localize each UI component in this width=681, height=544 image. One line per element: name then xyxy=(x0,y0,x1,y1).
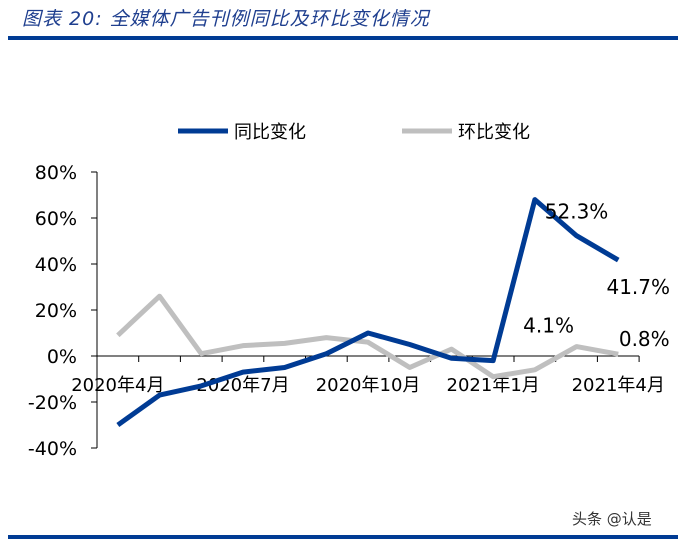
data-label: 0.8% xyxy=(619,327,670,351)
legend-label: 同比变化 xyxy=(234,122,306,143)
y-tick-label: 60% xyxy=(35,208,77,230)
figure-title: 图表 20: 全媒体广告刊例同比及环比变化情况 xyxy=(22,8,430,30)
x-tick-label: 2021年1月 xyxy=(447,375,540,396)
top-rule xyxy=(8,36,678,40)
y-tick-label: -40% xyxy=(28,438,77,460)
watermark: 头条 @认是 xyxy=(572,510,652,528)
x-tick-label: 2021年4月 xyxy=(572,375,665,396)
data-label: 41.7% xyxy=(606,275,670,299)
y-tick-label: -20% xyxy=(28,392,77,414)
y-tick-label: 0% xyxy=(47,346,77,368)
x-tick-label: 2020年4月 xyxy=(71,375,164,396)
x-tick-label: 2020年10月 xyxy=(316,375,421,396)
bottom-rule xyxy=(8,535,678,539)
y-tick-label: 20% xyxy=(35,300,77,322)
legend-label: 环比变化 xyxy=(458,122,530,143)
y-tick-label: 40% xyxy=(35,254,77,276)
data-label: 52.3% xyxy=(545,200,609,224)
y-tick-label: 80% xyxy=(35,162,77,184)
data-label: 4.1% xyxy=(523,314,574,338)
